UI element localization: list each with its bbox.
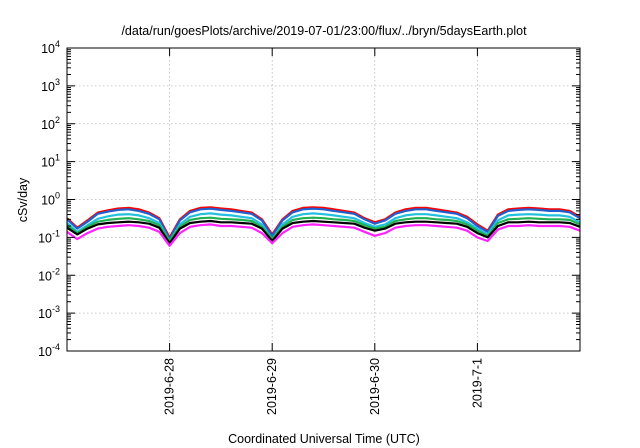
- y-tick-label: 100: [41, 191, 60, 208]
- chart-title: /data/run/goesPlots/archive/2019-07-01/2…: [121, 24, 527, 38]
- series-line-5: [66, 219, 581, 245]
- series-line-6: [66, 223, 581, 247]
- y-tick-label: 101: [41, 153, 60, 170]
- x-tick-label: 2019-6-29: [265, 358, 279, 415]
- x-tick-label: 2019-6-28: [163, 358, 177, 415]
- series-line-2: [66, 207, 581, 241]
- y-tick-label: 10-3: [38, 304, 60, 321]
- x-axis-label: Coordinated Universal Time (UTC): [228, 432, 420, 446]
- series-line-4: [66, 216, 581, 243]
- x-tick-label: 2019-6-30: [368, 358, 382, 415]
- y-tick-label: 10-2: [38, 266, 60, 283]
- x-tick-label: 2019-7-1: [470, 358, 484, 408]
- grid-lines: [67, 48, 580, 351]
- y-tick-label: 102: [41, 115, 60, 132]
- y-tick-label: 10-4: [38, 342, 60, 359]
- x-axis: 2019-6-28 2019-6-29 2019-6-30 2019-7-1: [163, 48, 484, 415]
- y-tick-label: 104: [41, 39, 60, 56]
- y-axis: 10-4 10-3 10-2 10-1 100 101 102 103 104: [38, 39, 580, 359]
- y-tick-label: 103: [41, 77, 60, 94]
- series-line-3: [66, 212, 581, 243]
- y-axis-label: cSv/day: [16, 177, 30, 222]
- series-group: [66, 206, 581, 247]
- y-tick-label: 10-1: [38, 228, 60, 245]
